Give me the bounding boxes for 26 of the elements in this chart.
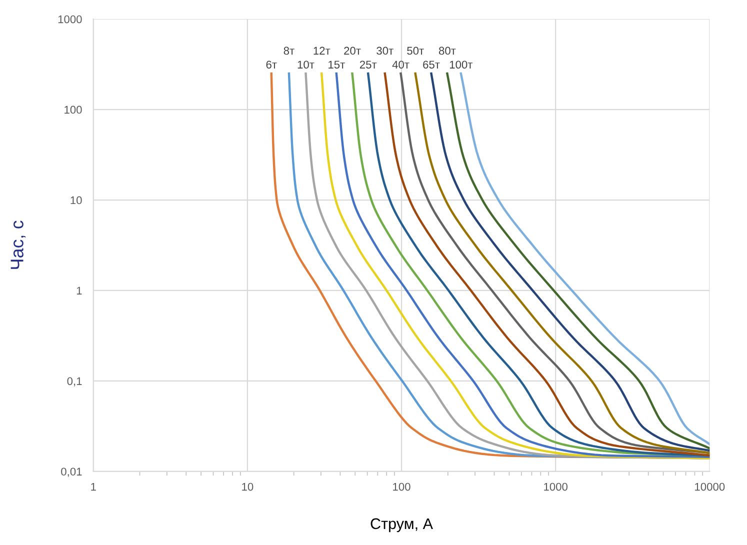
series-label: 100т (450, 60, 473, 69)
y-tick-label: 1 (76, 286, 82, 295)
x-tick-label: 1000 (544, 482, 568, 491)
series-label: 25т (360, 60, 377, 69)
series-label: 6т (266, 60, 277, 69)
y-tick-label: 100 (64, 106, 82, 114)
series-label: 40т (392, 60, 410, 69)
y-tick-label: 10 (70, 196, 82, 204)
series-label: 50т (407, 46, 424, 55)
y-axis-title: Час, с (10, 220, 26, 269)
x-tick-label: 1 (91, 482, 96, 491)
series-label: 12т (314, 46, 330, 55)
series-label: 15т (328, 60, 345, 69)
series-label: 80т (438, 46, 456, 55)
x-tick-label: 100 (393, 482, 410, 491)
x-axis-title: Струм, А (370, 518, 433, 532)
series-label: 20т (344, 46, 361, 55)
series-label: 10т (298, 60, 314, 69)
series-label: 65т (423, 60, 440, 69)
y-tick-label: 0,01 (61, 468, 82, 477)
y-tick-label: 1000 (58, 15, 82, 24)
series-label: 8т (284, 46, 294, 55)
x-tick-label: 10000 (695, 482, 725, 491)
series-label: 30т (376, 46, 394, 55)
y-tick-label: 0,1 (67, 377, 82, 386)
x-tick-label: 10 (242, 482, 254, 491)
